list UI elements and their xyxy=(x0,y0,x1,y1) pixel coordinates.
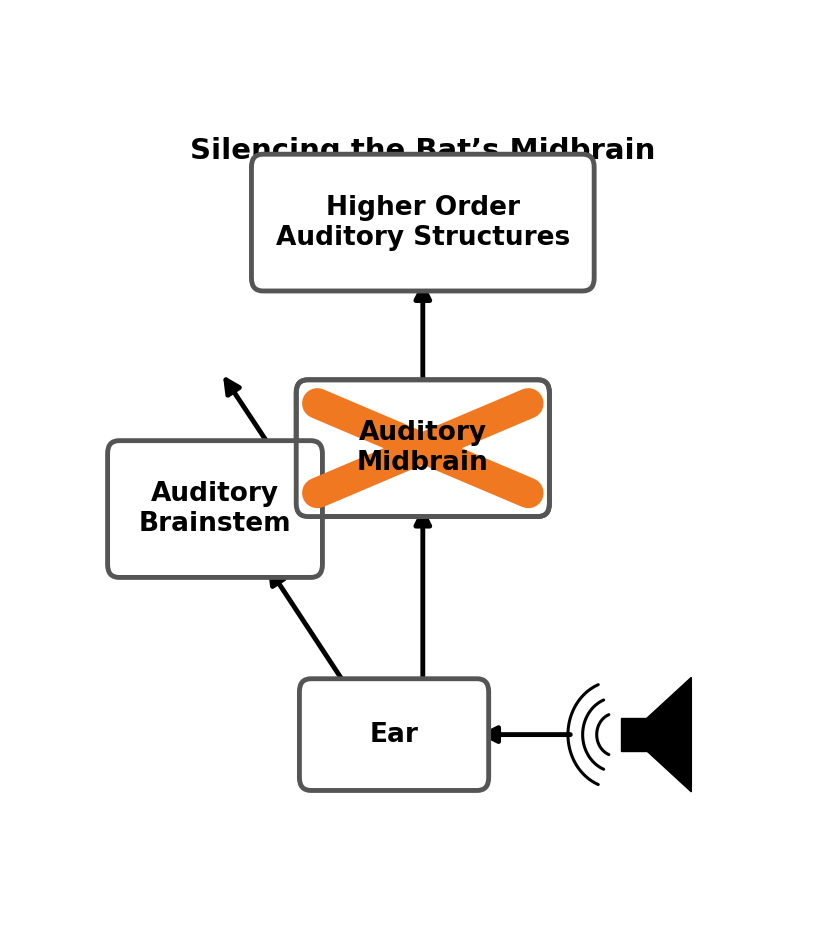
FancyBboxPatch shape xyxy=(296,379,549,516)
Polygon shape xyxy=(621,719,647,751)
Text: Ear: Ear xyxy=(370,722,418,748)
Text: Higher Order
Auditory Structures: Higher Order Auditory Structures xyxy=(276,194,570,250)
FancyBboxPatch shape xyxy=(252,154,594,291)
Text: Auditory
Brainstem: Auditory Brainstem xyxy=(139,481,291,537)
Text: Auditory
Midbrain: Auditory Midbrain xyxy=(357,420,488,476)
Polygon shape xyxy=(647,677,691,792)
Text: Silencing the Bat’s Midbrain: Silencing the Bat’s Midbrain xyxy=(190,137,656,165)
FancyBboxPatch shape xyxy=(107,441,323,578)
FancyBboxPatch shape xyxy=(299,679,488,790)
